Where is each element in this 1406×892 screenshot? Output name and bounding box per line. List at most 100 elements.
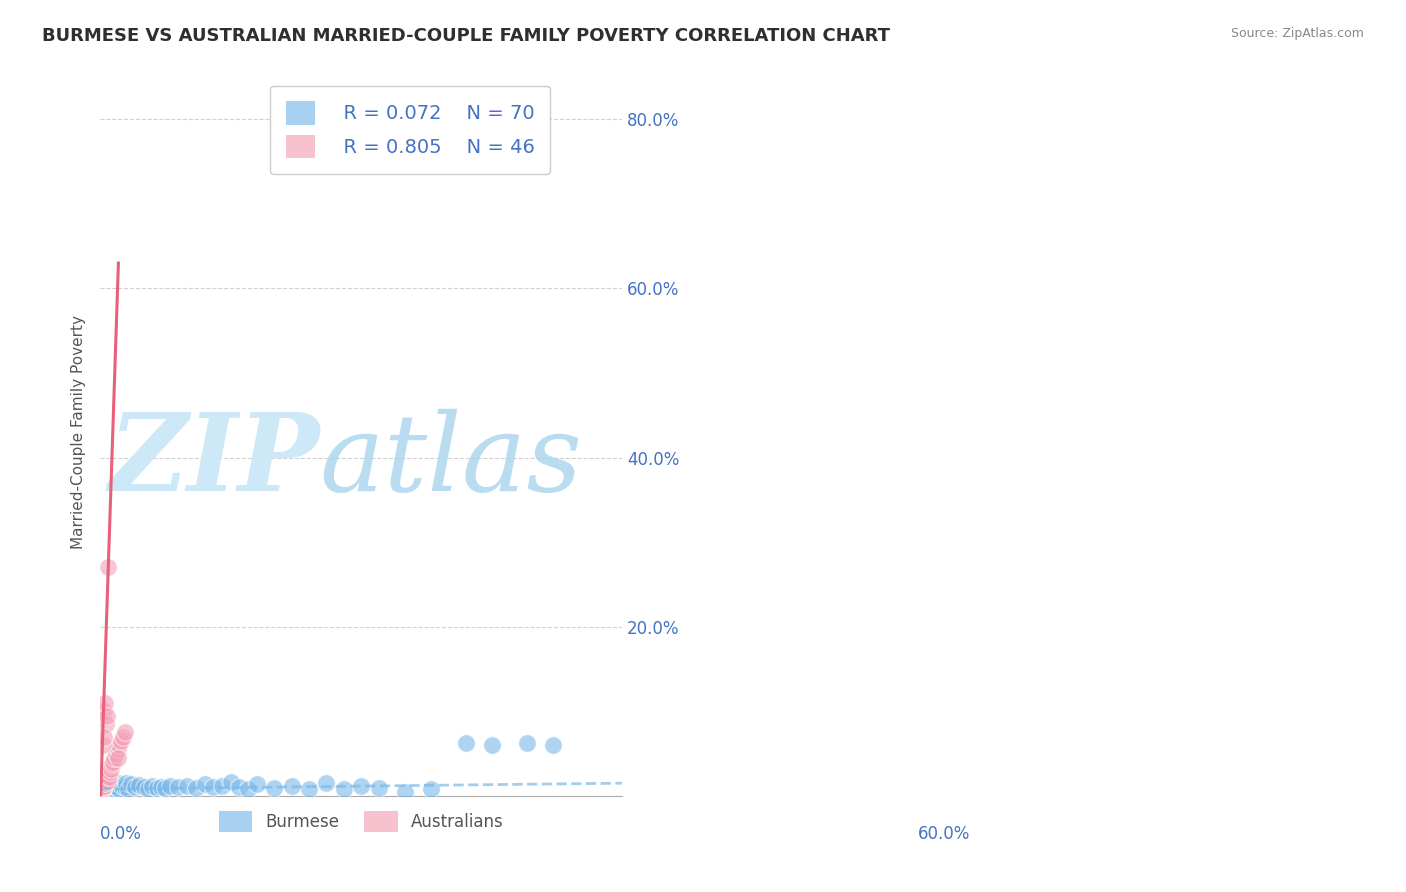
Point [93, 784, 115, 798]
Point [100, 780, 122, 795]
Point [124, 780, 146, 795]
Point [91, 738, 114, 752]
Text: BURMESE VS AUSTRALIAN MARRIED-COUPLE FAMILY POVERTY CORRELATION CHART: BURMESE VS AUSTRALIAN MARRIED-COUPLE FAM… [42, 27, 890, 45]
Point [184, 781, 207, 796]
Point [90, 779, 112, 793]
Point [481, 738, 503, 752]
Text: 60.0%: 60.0% [918, 825, 970, 843]
Point [454, 735, 477, 749]
Point [100, 779, 122, 793]
Point [94, 780, 117, 795]
Point [107, 742, 129, 756]
Point [111, 730, 134, 744]
Point [315, 776, 337, 790]
Point [141, 779, 163, 793]
Point [91, 784, 114, 798]
Point [115, 776, 138, 790]
Point [96, 782, 118, 797]
Point [107, 751, 129, 765]
Point [93, 773, 115, 788]
Point [93, 782, 115, 797]
Point [98, 765, 121, 780]
Point [167, 780, 190, 795]
Point [91, 782, 114, 797]
Point [96, 708, 118, 723]
Point [97, 768, 120, 782]
Point [93, 704, 115, 718]
Point [150, 780, 173, 794]
Text: atlas: atlas [319, 409, 582, 514]
Point [159, 779, 181, 793]
Point [100, 759, 122, 773]
Point [97, 782, 120, 797]
Point [97, 770, 120, 784]
Point [104, 780, 127, 795]
Point [103, 779, 125, 793]
Point [94, 776, 117, 790]
Point [419, 782, 441, 797]
Point [298, 782, 321, 797]
Point [97, 764, 120, 778]
Y-axis label: Married-Couple Family Poverty: Married-Couple Family Poverty [72, 315, 86, 549]
Point [97, 773, 120, 788]
Point [136, 782, 159, 797]
Point [97, 784, 120, 798]
Point [333, 782, 356, 797]
Point [98, 782, 121, 797]
Point [128, 778, 150, 792]
Point [194, 777, 217, 791]
Point [120, 777, 142, 791]
Point [263, 781, 285, 796]
Point [96, 768, 118, 782]
Point [93, 780, 115, 795]
Point [228, 780, 250, 795]
Point [93, 780, 115, 795]
Point [280, 779, 302, 793]
Point [97, 560, 120, 574]
Point [90, 780, 112, 795]
Legend: Burmese, Australians: Burmese, Australians [212, 805, 510, 838]
Point [90, 782, 112, 797]
Point [107, 776, 129, 790]
Point [96, 784, 118, 798]
Point [110, 734, 132, 748]
Text: Source: ZipAtlas.com: Source: ZipAtlas.com [1230, 27, 1364, 40]
Point [93, 779, 115, 793]
Point [90, 779, 112, 793]
Point [97, 780, 120, 795]
Point [90, 782, 112, 797]
Point [100, 762, 122, 776]
Point [108, 782, 131, 797]
Point [104, 747, 127, 761]
Point [350, 779, 373, 793]
Point [111, 779, 134, 793]
Point [96, 780, 118, 795]
Point [94, 776, 117, 790]
Point [176, 779, 198, 793]
Point [211, 779, 233, 793]
Point [90, 784, 112, 798]
Point [90, 782, 112, 797]
Point [96, 779, 118, 793]
Point [90, 776, 112, 790]
Point [96, 770, 118, 784]
Point [145, 781, 167, 796]
Point [117, 782, 139, 797]
Point [103, 782, 125, 797]
Point [90, 784, 112, 798]
Text: ZIP: ZIP [108, 409, 319, 515]
Point [90, 784, 112, 798]
Text: 0.0%: 0.0% [100, 825, 142, 843]
Point [97, 776, 120, 790]
Point [114, 725, 136, 739]
Point [90, 780, 112, 795]
Point [93, 772, 115, 786]
Point [89, 784, 111, 798]
Point [89, 784, 111, 798]
Point [91, 779, 114, 793]
Point [93, 768, 115, 782]
Point [103, 751, 125, 765]
Point [91, 779, 114, 793]
Point [246, 777, 269, 791]
Point [90, 776, 112, 790]
